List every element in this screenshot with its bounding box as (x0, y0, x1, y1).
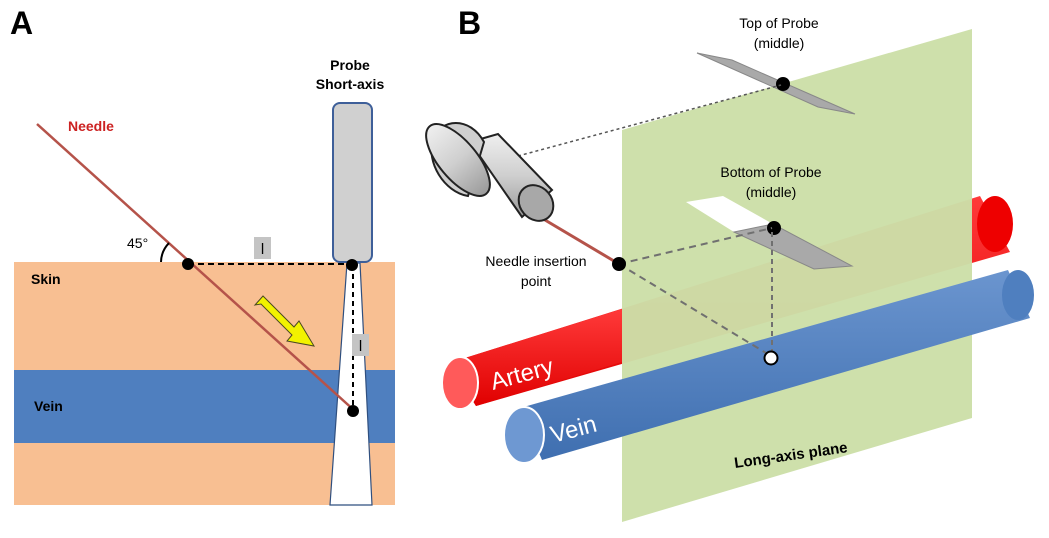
probe-label-line1: Probe (330, 57, 370, 73)
length-marker-vertical: l (359, 338, 362, 355)
top-probe-label-line1: Top of Probe (739, 15, 819, 31)
probe-contact-dot (346, 259, 358, 271)
insertion-label-line1: Needle insertion (485, 253, 586, 269)
panel-b: B Artery Vein Long-axis plane Top of Pro… (425, 5, 1034, 522)
vein-b (503, 270, 1034, 464)
vein-band (14, 370, 395, 443)
top-of-probe-dot (776, 77, 790, 91)
angle-arc (160, 242, 170, 263)
skin-label: Skin (31, 271, 61, 287)
vein-label-a: Vein (34, 398, 63, 414)
bottom-probe-label-line1: Bottom of Probe (720, 164, 821, 180)
bottom-probe-label-line2: (middle) (746, 184, 797, 200)
vein-end-cap (503, 406, 545, 464)
needle-tip-dot (347, 405, 359, 417)
artery-end-cap (441, 356, 479, 410)
needle-insertion-dot (612, 257, 626, 271)
bottom-of-probe (732, 223, 854, 270)
direction-arrow (253, 295, 315, 347)
length-marker-horizontal: l (261, 241, 264, 258)
probe-short-axis (332, 102, 373, 263)
needle-label: Needle (68, 118, 114, 134)
panel-b-letter: B (458, 5, 481, 41)
skin-entry-dot (182, 258, 194, 270)
vein-target-dot (763, 350, 779, 366)
needle-b (544, 218, 620, 266)
dashed-insertion-to-bottom (618, 227, 773, 265)
probe-body (425, 122, 555, 222)
dashed-insertion-to-vein (618, 263, 772, 357)
artery-front (441, 309, 622, 410)
panel-a-letter: A (10, 5, 33, 41)
needle-a (36, 123, 357, 413)
bottom-of-probe-dot (767, 221, 781, 235)
length-marker-horizontal-box (254, 237, 271, 259)
insertion-label-line2: point (521, 273, 551, 289)
panel-a: A Skin Vein Probe Short-axis Needle 45° … (10, 5, 395, 506)
angle-label: 45° (127, 235, 148, 251)
top-of-probe (696, 52, 856, 115)
top-probe-label-line2: (middle) (754, 35, 805, 51)
bottom-of-probe-white (686, 196, 773, 232)
probe-label-line2: Short-axis (316, 76, 385, 92)
length-marker-vertical-box (352, 334, 369, 356)
